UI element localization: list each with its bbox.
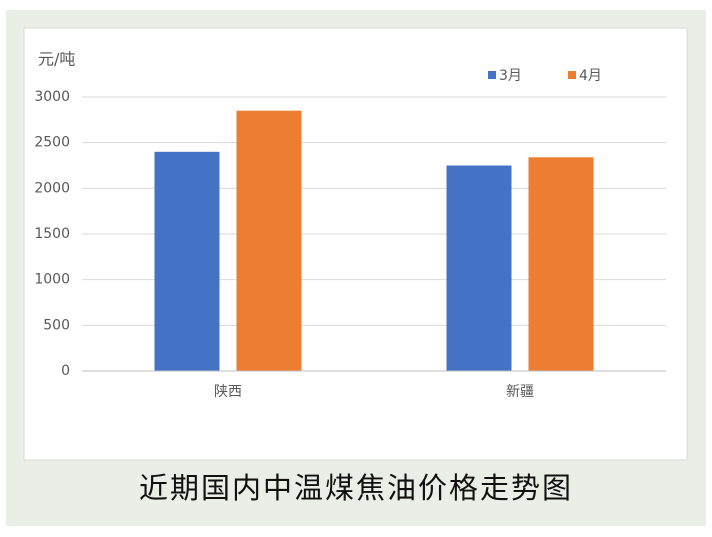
y-axis-label: 元/吨 [38,50,75,69]
bar [154,151,220,371]
y-tick-label: 2500 [34,135,70,151]
y-tick-label: 500 [43,317,70,333]
bar [446,165,512,371]
legend-label: 3月 [499,68,522,84]
y-tick-label: 2000 [34,180,70,196]
legend-label: 4月 [579,68,602,84]
x-tick-label: 陕西 [214,384,242,400]
y-tick-label: 1500 [34,226,70,242]
legend-swatch [568,71,576,79]
y-tick-label: 1000 [34,272,70,288]
bar [236,110,302,371]
chart-title: 近期国内中温煤焦油价格走势图 [139,471,573,505]
y-tick-label: 3000 [34,89,70,105]
bar [528,157,594,371]
y-tick-label: 0 [61,363,70,379]
legend-swatch [488,71,496,79]
x-tick-label: 新疆 [506,384,534,400]
